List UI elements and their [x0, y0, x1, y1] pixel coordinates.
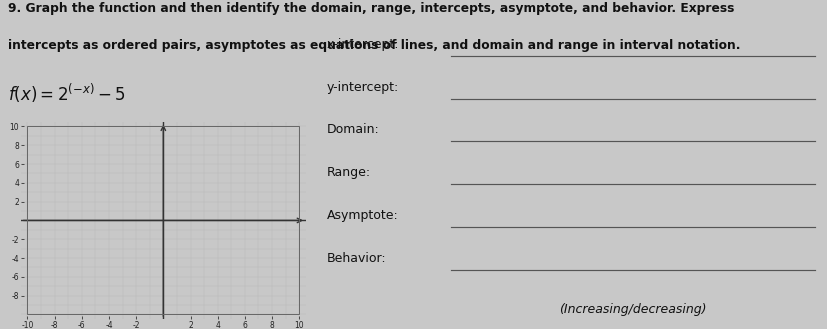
- Text: Asymptote:: Asymptote:: [327, 209, 399, 222]
- Text: $f(x) = 2^{(-x)} - 5$: $f(x) = 2^{(-x)} - 5$: [8, 82, 126, 106]
- Text: (Increasing/decreasing): (Increasing/decreasing): [559, 303, 706, 316]
- Text: Domain:: Domain:: [327, 123, 380, 137]
- Text: Behavior:: Behavior:: [327, 252, 386, 265]
- Text: y-intercept:: y-intercept:: [327, 81, 399, 94]
- Text: intercepts as ordered pairs, asymptotes as equations of lines, and domain and ra: intercepts as ordered pairs, asymptotes …: [8, 39, 741, 53]
- Text: Range:: Range:: [327, 166, 370, 179]
- Text: 9. Graph the function and then identify the domain, range, intercepts, asymptote: 9. Graph the function and then identify …: [8, 2, 734, 15]
- Text: x-intercept:: x-intercept:: [327, 38, 399, 51]
